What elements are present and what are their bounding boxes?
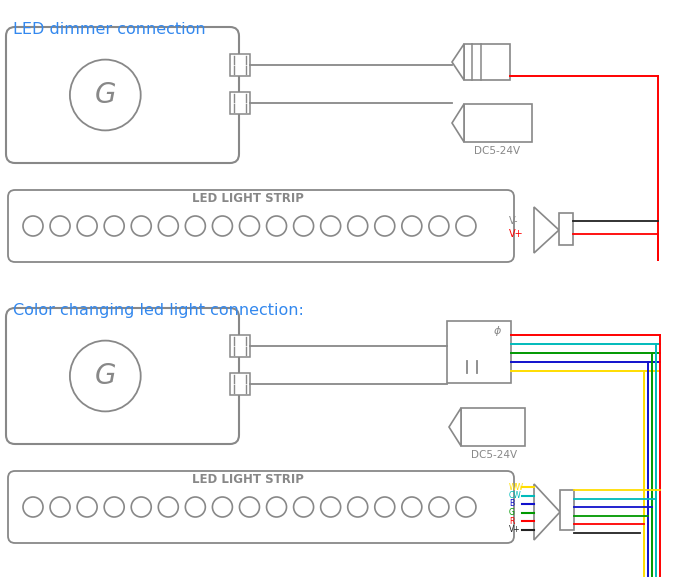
Text: G: G xyxy=(509,508,515,517)
Bar xyxy=(559,213,573,245)
Text: $\phi$: $\phi$ xyxy=(492,324,501,338)
Text: CW: CW xyxy=(509,491,522,500)
Text: LED dimmer connection: LED dimmer connection xyxy=(13,22,206,37)
FancyBboxPatch shape xyxy=(6,27,239,163)
Bar xyxy=(230,335,250,357)
Polygon shape xyxy=(534,484,560,540)
Bar xyxy=(464,104,532,142)
Text: G: G xyxy=(94,81,116,109)
Text: LED LIGHT STRIP: LED LIGHT STRIP xyxy=(192,192,304,205)
Bar xyxy=(461,408,525,446)
Text: DC5-24V: DC5-24V xyxy=(474,146,520,156)
Text: V+: V+ xyxy=(509,525,521,534)
FancyBboxPatch shape xyxy=(8,190,514,262)
Polygon shape xyxy=(452,104,464,142)
Text: DC5-24V: DC5-24V xyxy=(471,450,517,460)
Bar xyxy=(464,44,510,80)
Text: R: R xyxy=(509,516,514,526)
FancyBboxPatch shape xyxy=(8,471,514,543)
Bar xyxy=(230,373,250,395)
Text: V-: V- xyxy=(509,216,518,226)
Text: LED LIGHT STRIP: LED LIGHT STRIP xyxy=(192,473,304,486)
Bar xyxy=(560,490,574,530)
Bar xyxy=(447,321,511,383)
Text: V+: V+ xyxy=(509,229,524,239)
Bar xyxy=(230,54,250,76)
Bar xyxy=(230,92,250,114)
FancyBboxPatch shape xyxy=(6,308,239,444)
Text: B: B xyxy=(509,499,514,509)
Polygon shape xyxy=(534,207,559,253)
Polygon shape xyxy=(449,408,461,446)
Polygon shape xyxy=(452,44,464,80)
Text: Color changing led light connection:: Color changing led light connection: xyxy=(13,303,304,318)
Text: WW: WW xyxy=(509,483,524,492)
Text: G: G xyxy=(94,362,116,390)
